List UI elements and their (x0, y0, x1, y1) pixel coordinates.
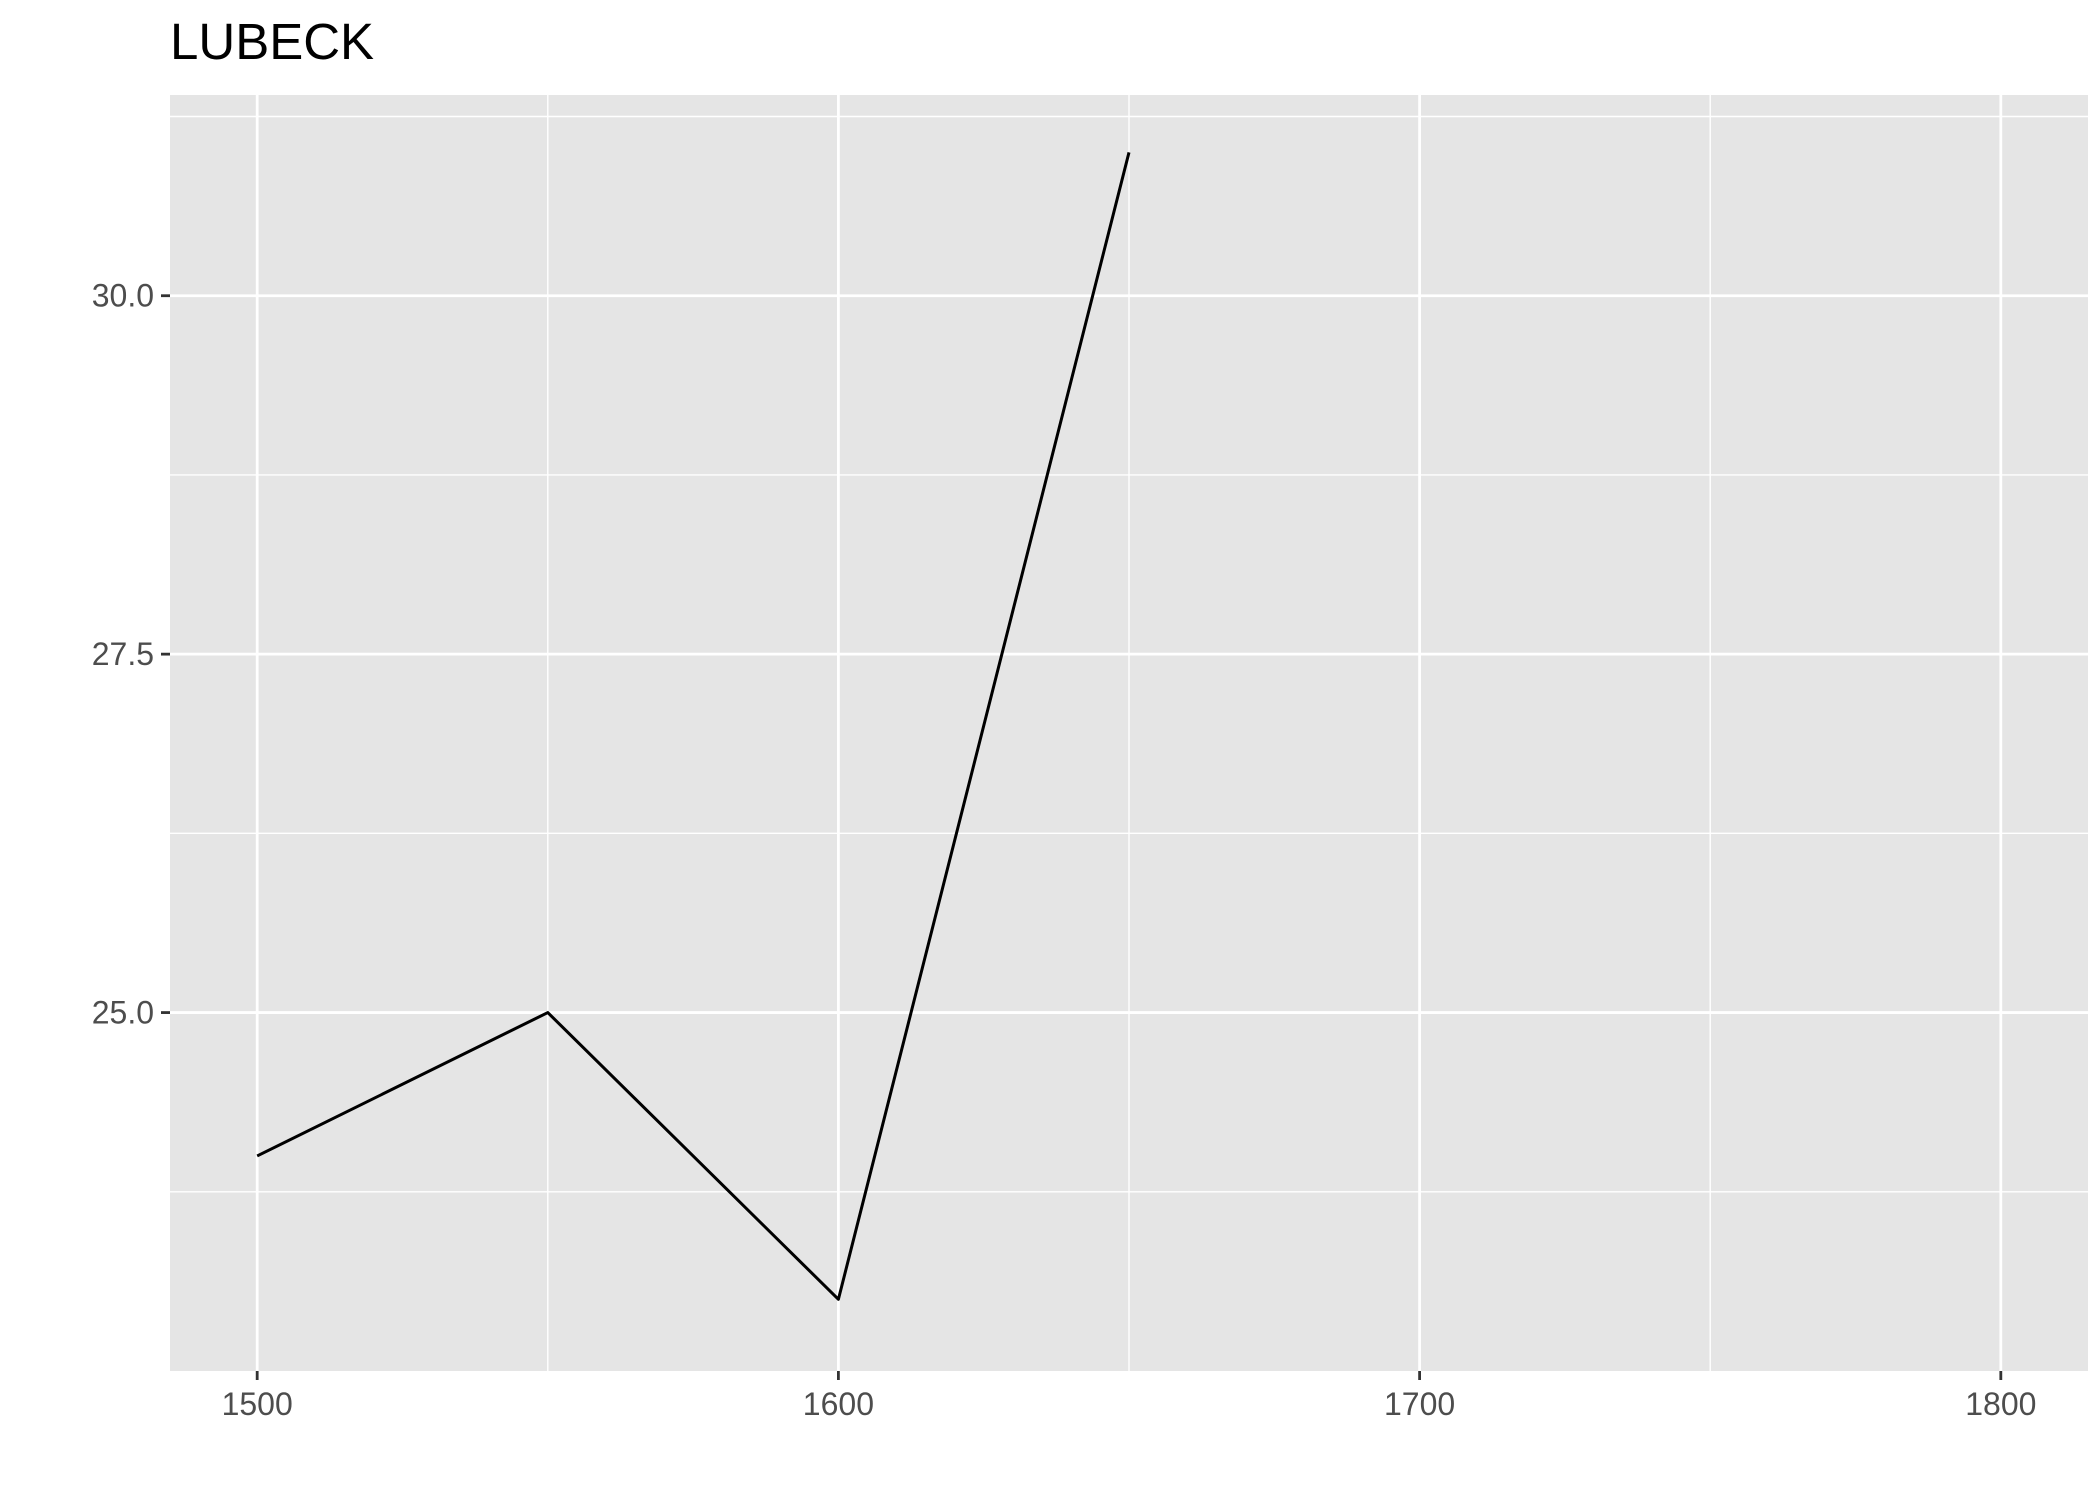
y-tick-label: 30.0 (92, 278, 154, 314)
series-line-0 (256, 151, 1131, 1301)
chart-title: LUBECK (170, 13, 375, 70)
series-layer (256, 151, 1131, 1301)
x-tick-label: 1800 (1965, 1386, 2036, 1422)
y-axis: 25.0 27.5 30.0 (92, 278, 170, 1031)
x-axis: 1500 1600 1700 1800 (222, 1371, 2036, 1422)
x-tick-label: 1500 (222, 1386, 293, 1422)
y-tick-label: 25.0 (92, 995, 154, 1031)
major-gridlines (170, 95, 2088, 1371)
x-tick-label: 1700 (1384, 1386, 1455, 1422)
x-tick-label: 1600 (803, 1386, 874, 1422)
y-tick-label: 27.5 (92, 636, 154, 672)
minor-gridlines (170, 95, 2088, 1371)
